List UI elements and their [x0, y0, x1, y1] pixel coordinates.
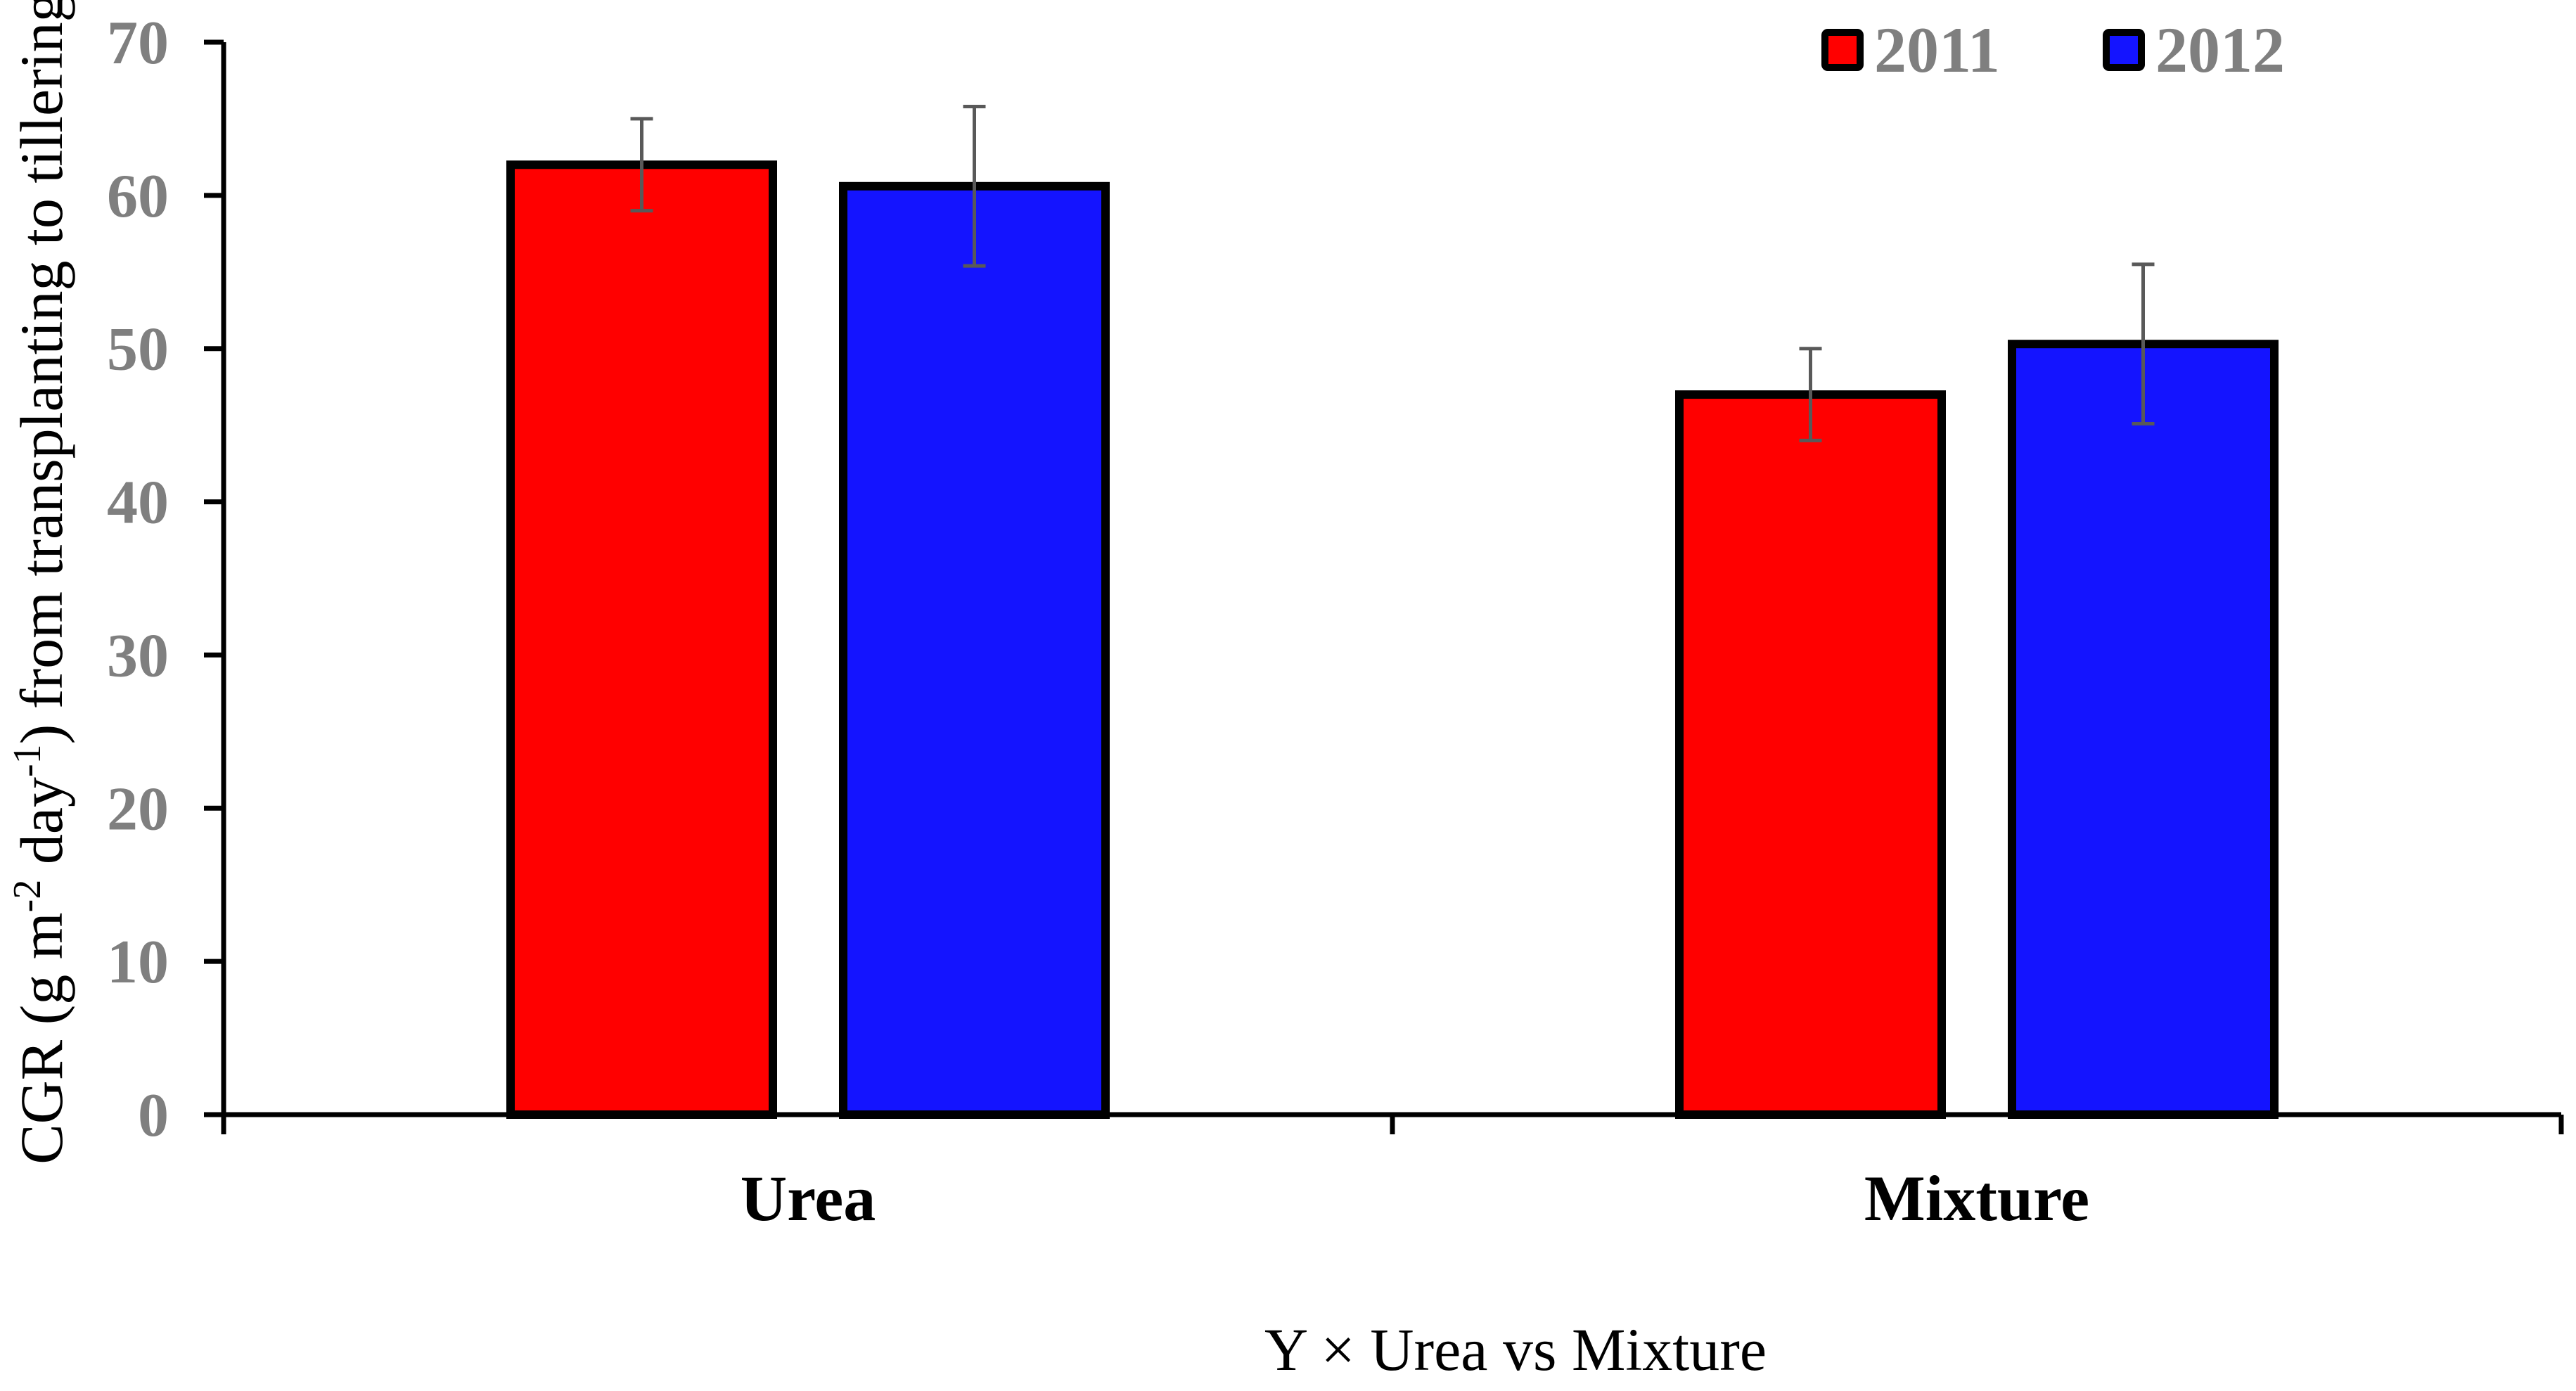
legend-swatch — [1821, 29, 1864, 71]
y-axis-title-part3: ) from transplanting to tillering — [8, 0, 75, 744]
y-tick-label: 20 — [107, 775, 169, 843]
y-ticks-layer: 0 10 20 30 40 50 60 70 — [107, 9, 224, 1150]
x-axis-title: Y × Urea vs Mixture — [1264, 1316, 1767, 1383]
bar — [2008, 340, 2279, 1119]
y-tick-label: 60 — [107, 162, 169, 231]
y-axis-title-part2: day — [8, 777, 75, 880]
y-tick-label: 50 — [107, 316, 169, 384]
legend-label: 2012 — [2155, 14, 2285, 86]
legend-swatch — [2103, 29, 2145, 71]
x-category-label: Urea — [741, 1162, 876, 1234]
y-axis-title-sup1: -2 — [6, 880, 49, 913]
bars-layer — [506, 160, 2279, 1119]
y-axis-title: CGR (g m-2 day-1) from transplanting to … — [6, 0, 75, 1165]
y-tick-label: 40 — [107, 469, 169, 537]
bar — [1675, 390, 1946, 1119]
x-ticks-layer: Urea Mixture — [221, 1115, 2564, 1234]
error-bars-layer — [630, 105, 2155, 442]
bar — [506, 160, 777, 1119]
legend-label: 2011 — [1874, 14, 2000, 86]
y-axis-title-sup2: -1 — [6, 744, 49, 777]
x-category-label: Mixture — [1864, 1162, 2089, 1234]
y-axis-title-part1: CGR (g m — [8, 912, 75, 1164]
y-tick-label: 10 — [107, 928, 169, 996]
y-tick-label: 30 — [107, 622, 169, 690]
legend: 2011 2012 — [1821, 14, 2285, 86]
axes-layer — [204, 42, 2561, 1117]
y-tick-label: 70 — [107, 9, 169, 77]
y-tick-label: 0 — [138, 1082, 169, 1150]
bar — [839, 181, 1110, 1119]
